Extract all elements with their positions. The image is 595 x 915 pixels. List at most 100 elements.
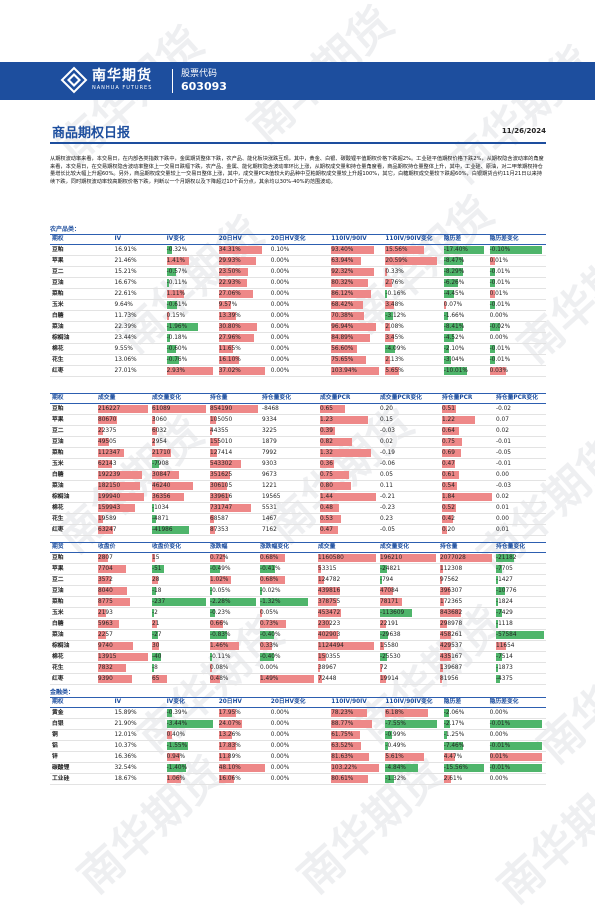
- value-bar: [98, 609, 106, 617]
- value-bar: [98, 642, 133, 650]
- data-cell: -4871: [150, 513, 208, 525]
- cell-value: 2193: [98, 610, 113, 616]
- column-header: 110IV/90IV: [329, 697, 384, 708]
- report-date: 11/26/2024: [501, 127, 546, 135]
- data-cell: 23.50%: [216, 266, 269, 278]
- cell-value: 0.82: [320, 439, 333, 445]
- value-bar: [152, 675, 167, 683]
- data-cell: 103.22%: [329, 762, 384, 774]
- data-cell: 27.96%: [216, 332, 269, 344]
- table-row: 棕榈油 23.44% -0.18% 27.96% 0.00% 84.89% 3.45% -4.…: [50, 332, 546, 344]
- data-cell: 1.23: [318, 414, 378, 426]
- data-cell: 854190: [208, 403, 260, 415]
- data-cell: -15.56%: [441, 762, 488, 774]
- cell-value: 白银: [52, 721, 64, 727]
- cell-value: -0.01%: [489, 346, 511, 352]
- cell-value: 菜油: [52, 483, 64, 489]
- cell-value: 0.69: [442, 450, 455, 456]
- cell-value: -0.11%: [166, 280, 188, 286]
- value-bar: [443, 720, 450, 728]
- data-cell: 429537: [438, 640, 494, 652]
- column-header: 收盘价: [96, 542, 150, 553]
- data-cell: -1427: [494, 574, 546, 586]
- value-bar: [320, 515, 341, 523]
- value-bar: [260, 554, 285, 562]
- value-bar: [385, 279, 393, 287]
- data-cell: -7.55%: [383, 718, 442, 730]
- value-bar: [380, 642, 384, 650]
- data-cell: 1.41%: [164, 255, 217, 267]
- column-header: 20日HV变化: [268, 697, 330, 708]
- data-cell: -0.05: [494, 447, 546, 459]
- cell-value: 白糖: [52, 313, 64, 319]
- data-cell: 2257: [96, 629, 150, 641]
- data-cell: 9334: [260, 414, 318, 426]
- value-bar: [210, 515, 214, 523]
- data-cell: -0.03: [494, 480, 546, 492]
- value-bar: [318, 565, 321, 573]
- value-bar: [489, 290, 495, 298]
- data-cell: 9390: [96, 673, 150, 685]
- cell-value: -7.46%: [443, 743, 465, 749]
- value-bar: [318, 664, 320, 672]
- cell-value: -0.39%: [166, 710, 188, 716]
- value-bar: [331, 246, 375, 254]
- cell-value: 0.61: [442, 472, 455, 478]
- data-cell: 0.08%: [208, 662, 258, 674]
- cell-value: 298978: [440, 621, 463, 627]
- cell-value: 93.40%: [331, 247, 354, 253]
- value-bar: [331, 279, 369, 287]
- value-bar: [210, 598, 256, 606]
- value-bar: [260, 631, 274, 639]
- data-cell: -8468: [260, 403, 318, 415]
- cell-value: 0.33%: [385, 269, 404, 275]
- cell-value: -2.28%: [210, 599, 231, 605]
- data-cell: -18: [150, 585, 208, 597]
- data-cell: 0.00%: [268, 762, 330, 774]
- cell-value: 锌: [52, 754, 58, 760]
- value-bar: [218, 345, 233, 353]
- value-bar: [166, 720, 213, 728]
- cell-value: -237: [152, 599, 166, 605]
- cell-value: 0.07%: [443, 302, 463, 308]
- data-cell: 13.26%: [216, 729, 269, 741]
- value-bar: [210, 526, 215, 534]
- cell-value: 豆粕: [52, 555, 64, 561]
- data-cell: 2954: [150, 436, 208, 448]
- cell-value: -1.55%: [166, 743, 188, 749]
- cell-value: 2.76%: [385, 280, 404, 286]
- cell-value: 306105: [210, 483, 233, 489]
- data-cell: -0.61%: [164, 299, 217, 311]
- data-cell: 0.00%: [268, 740, 330, 752]
- cell-value: 63247: [98, 527, 117, 533]
- row-label: 棕榈油: [50, 640, 96, 652]
- cell-value: 29.93%: [218, 258, 241, 264]
- data-cell: 0.00%: [268, 773, 330, 785]
- cell-value: 棉花: [52, 654, 64, 660]
- data-cell: -7705: [494, 563, 546, 575]
- cell-value: -0.40%: [260, 632, 281, 638]
- data-cell: -25530: [378, 651, 438, 663]
- value-bar: [320, 438, 352, 446]
- column-header: IV: [112, 234, 165, 245]
- cell-value: -25530: [380, 654, 401, 660]
- data-cell: 339616: [208, 491, 260, 503]
- value-bar: [210, 631, 227, 639]
- cell-value: -7908: [152, 461, 169, 467]
- table-row: 豆粕 16.91% -0.32% 34.31% 0.10% 93.40% 15.56% -17…: [50, 244, 546, 256]
- cell-value: 192239: [98, 472, 121, 478]
- cell-value: 87353: [210, 527, 229, 533]
- table-row: 菜粕 22.61% 1.11% 27.06% 0.00% 86.12% -0.16% -4.4…: [50, 288, 546, 300]
- data-cell: 0.00%: [268, 365, 330, 377]
- value-bar: [152, 598, 206, 606]
- row-label: 苹果: [50, 255, 113, 267]
- data-cell: -24821: [378, 563, 438, 575]
- data-cell: -4.52%: [441, 332, 488, 344]
- data-cell: 21.90%: [112, 718, 165, 730]
- column-header: 成交量PCR变化: [378, 393, 440, 404]
- cell-value: -0.76%: [166, 357, 188, 363]
- cell-value: 9390: [98, 676, 113, 682]
- cell-value: -3.12%: [385, 313, 406, 319]
- data-cell: 0.01%: [487, 288, 546, 300]
- cell-value: 花生: [52, 516, 64, 522]
